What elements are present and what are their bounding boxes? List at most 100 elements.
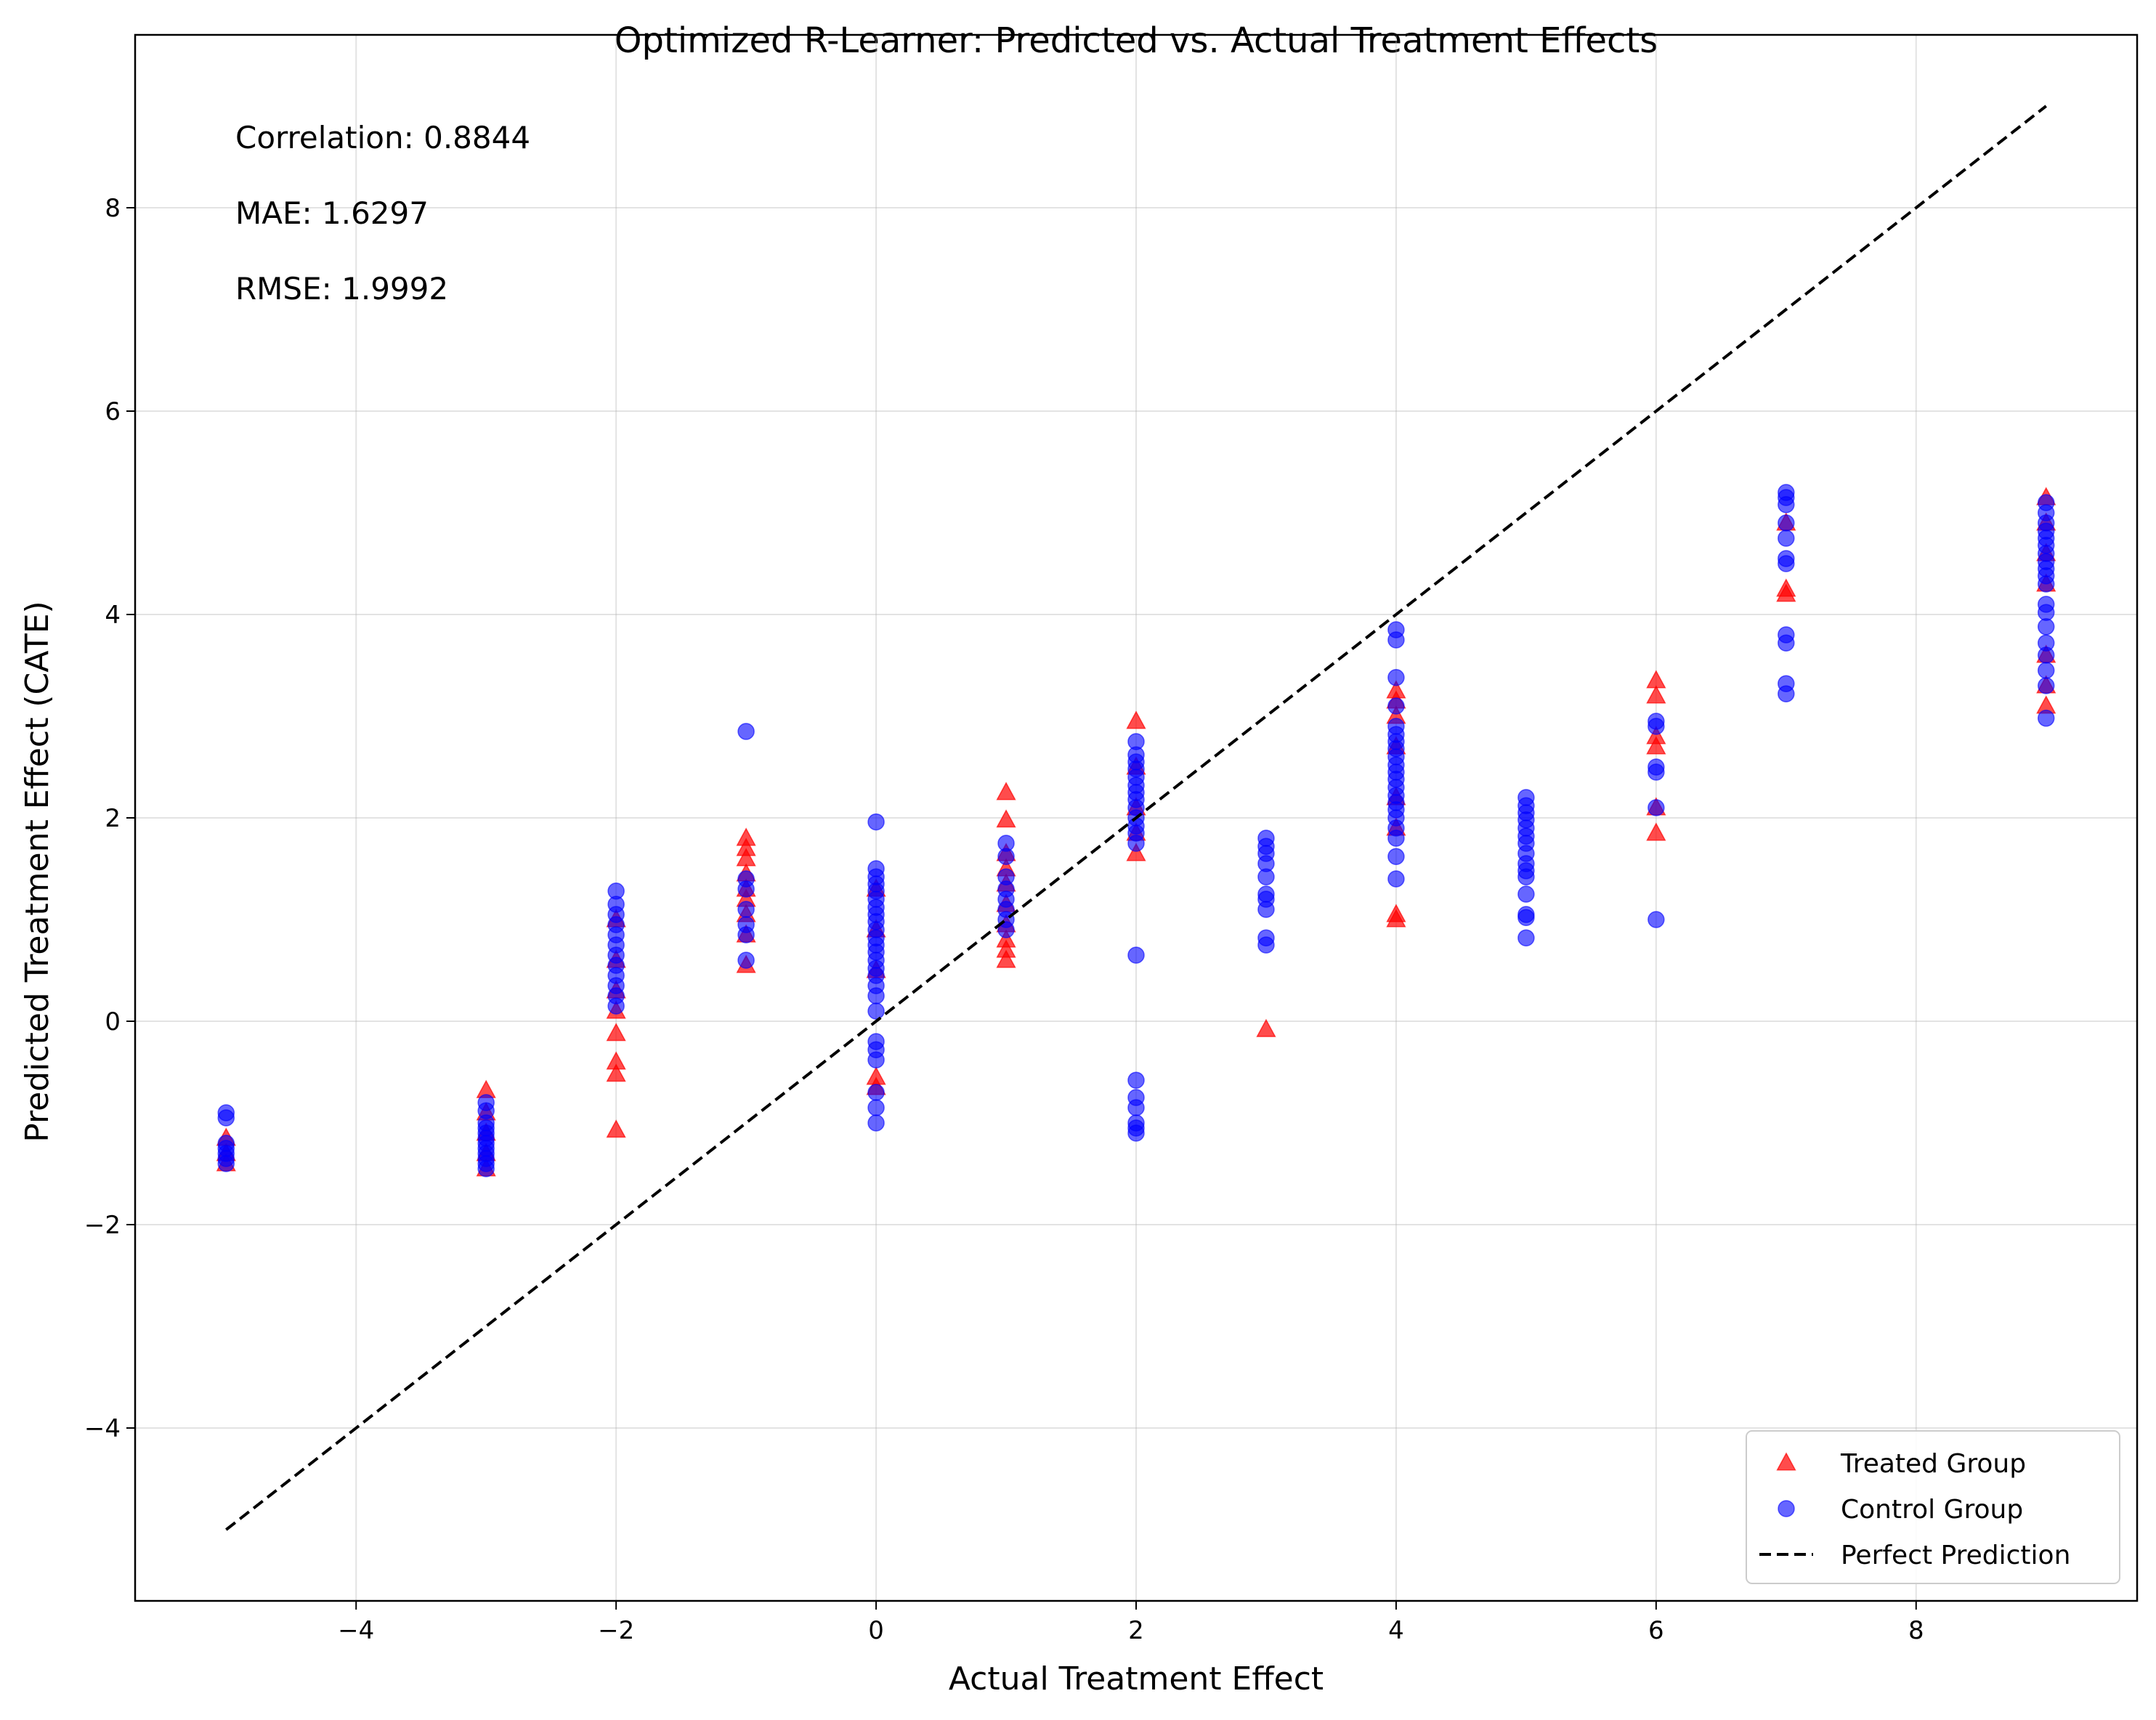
treated-point [996, 949, 1016, 968]
control-point [1778, 685, 1795, 702]
control-point [2037, 710, 2055, 727]
control-point [1648, 911, 1665, 928]
legend: Treated Group Control Group Perfect Predic… [1746, 1430, 2120, 1584]
treated-point [1386, 909, 1406, 928]
control-point [217, 1109, 235, 1127]
y-tick-label: 4 [105, 601, 121, 630]
x-tick-label: −2 [598, 1616, 634, 1645]
control-point [867, 1099, 885, 1116]
control-point [1257, 901, 1275, 918]
control-point [997, 921, 1015, 938]
treated-point [1776, 583, 1796, 602]
x-tick-label: 2 [1128, 1616, 1144, 1645]
control-point [1648, 763, 1665, 781]
plot-frame [134, 33, 2139, 1602]
legend-label: Perfect Prediction [1841, 1541, 2070, 1570]
annotation-rmse: RMSE: 1.9992 [235, 271, 448, 307]
control-point [1387, 669, 1405, 686]
legend-treated-marker [1776, 1452, 1796, 1471]
treated-point [1256, 1018, 1276, 1037]
legend-label: Treated Group [1840, 1449, 2026, 1479]
annotation-correlation: Correlation: 0.8844 [235, 120, 530, 155]
control-point [1257, 936, 1275, 954]
treated-point [606, 1063, 626, 1082]
x-tick-label: 8 [1908, 1616, 1924, 1645]
y-tick-label: −4 [84, 1414, 121, 1443]
treated-point [1646, 822, 1666, 841]
legend-box [1746, 1430, 2120, 1584]
control-point [737, 880, 755, 898]
control-point [1387, 697, 1405, 715]
treated-point [996, 809, 1016, 828]
control-point [867, 1084, 885, 1101]
axis-ticks: −4 −2 0 2 4 6 8 −4 −2 0 2 4 6 8 [84, 194, 1924, 1645]
control-point [1778, 496, 1795, 514]
control-point [1517, 929, 1535, 946]
control-point [2037, 575, 2055, 593]
control-point [1517, 885, 1535, 903]
control-point [867, 987, 885, 1005]
control-point [737, 723, 755, 740]
y-tick-label: 0 [105, 1007, 121, 1037]
treated-point [1646, 685, 1666, 704]
control-point [1257, 868, 1275, 885]
metric-annotations: Correlation: 0.8844 MAE: 1.6297 RMSE: 1.… [235, 120, 530, 307]
control-point [867, 1002, 885, 1020]
control-point [1778, 634, 1795, 652]
plot-area [216, 105, 2056, 1531]
control-point [1517, 909, 1535, 926]
treated-point [1126, 843, 1146, 861]
y-tick-label: 6 [105, 397, 121, 426]
control-point [2037, 662, 2055, 679]
control-point [737, 952, 755, 969]
control-point [867, 1051, 885, 1068]
treated-point [1126, 710, 1146, 729]
annotation-mae: MAE: 1.6297 [235, 195, 429, 231]
control-point [1127, 1124, 1145, 1142]
control-point [1778, 555, 1795, 572]
control-point [1778, 530, 1795, 547]
control-point [2037, 618, 2055, 636]
control-point [607, 997, 625, 1015]
control-point [1127, 946, 1145, 964]
control-point [1127, 1071, 1145, 1089]
control-point [737, 901, 755, 918]
x-tick-label: 0 [868, 1616, 884, 1645]
y-tick-label: 2 [105, 804, 121, 833]
control-point [2037, 677, 2055, 694]
control-point [1127, 835, 1145, 852]
legend-label: Control Group [1841, 1495, 2023, 1525]
control-point [217, 1155, 235, 1172]
legend-control-marker [1778, 1500, 1795, 1517]
control-point [1778, 514, 1795, 532]
control-point [867, 813, 885, 831]
treated-point [606, 1023, 626, 1042]
treated-point [606, 1119, 626, 1138]
x-axis-label: Actual Treatment Effect [949, 1660, 1324, 1697]
treated-point [996, 782, 1016, 800]
control-point [2037, 604, 2055, 621]
control-point [1648, 718, 1665, 735]
control-point [867, 1114, 885, 1132]
control-point [1387, 829, 1405, 847]
control-point [477, 1160, 495, 1177]
treated-point [1646, 736, 1666, 755]
control-point [737, 926, 755, 944]
y-tick-label: 8 [105, 194, 121, 223]
x-tick-label: −4 [338, 1616, 374, 1645]
control-point [2037, 646, 2055, 664]
perfect-prediction-line [225, 105, 2047, 1531]
x-tick-label: 4 [1388, 1616, 1404, 1645]
control-point [1387, 848, 1405, 865]
control-point [1387, 631, 1405, 649]
x-tick-label: 6 [1648, 1616, 1664, 1645]
y-tick-label: −2 [84, 1211, 121, 1240]
control-point [1387, 870, 1405, 888]
y-axis-label: Predicted Treatment Effect (CATE) [19, 601, 56, 1142]
chart-title: Optimized R-Learner: Predicted vs. Actua… [615, 20, 1658, 61]
control-point [1648, 799, 1665, 816]
control-point [1517, 868, 1535, 885]
control-point [1127, 1099, 1145, 1116]
control-point [997, 848, 1015, 865]
